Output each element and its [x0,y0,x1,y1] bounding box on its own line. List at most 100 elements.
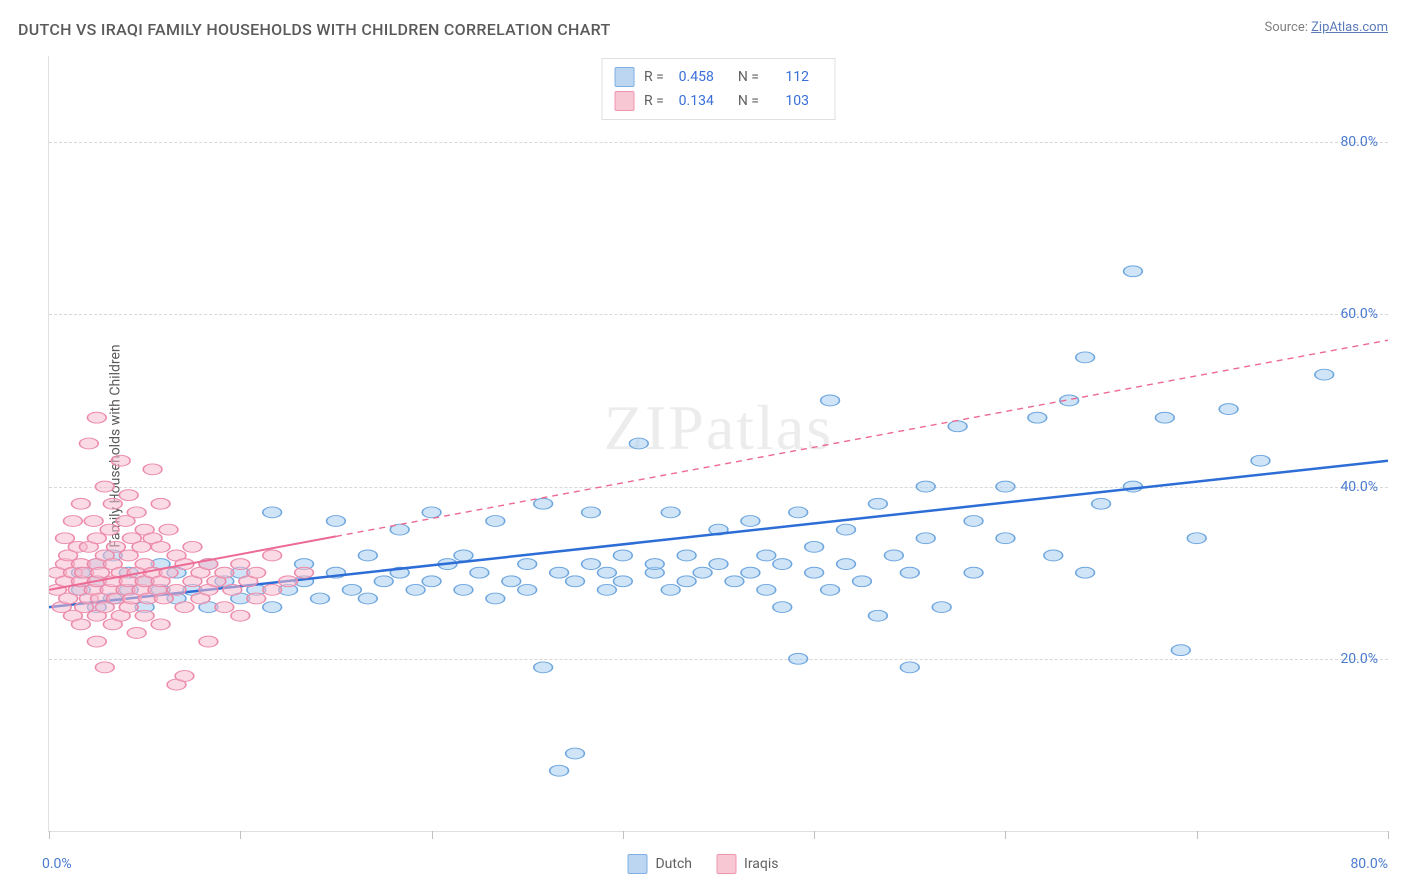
data-point [773,602,792,613]
data-point [916,533,935,544]
x-axis-max-label: 80.0% [1350,856,1388,872]
legend-r: R =0.134 [644,93,728,109]
data-point [773,559,792,570]
x-tick [1388,831,1389,839]
y-tick-label: 80.0% [1340,134,1378,150]
data-point [1187,533,1206,544]
data-point [534,498,553,509]
data-point [91,567,110,578]
data-point [1251,455,1270,466]
data-point [127,628,146,639]
data-point [422,576,441,587]
data-point [964,567,983,578]
series-legend: Dutch Iraqis [627,854,778,874]
series-legend-label: Iraqis [744,856,778,872]
data-point [72,619,91,630]
legend-n: N =103 [738,93,823,109]
data-point [566,748,585,759]
legend-n: N =112 [738,69,823,85]
data-point [1171,645,1190,656]
data-point [135,610,154,621]
data-point [95,481,114,492]
data-point [406,584,425,595]
y-tick-label: 20.0% [1340,651,1378,667]
source-url[interactable]: ZipAtlas.com [1311,20,1388,35]
data-point [87,636,106,647]
chart-title: DUTCH VS IRAQI FAMILY HOUSEHOLDS WITH CH… [18,20,611,39]
data-point [661,507,680,518]
data-point [72,498,91,509]
data-point [151,541,170,552]
data-point [869,498,888,509]
data-point [805,541,824,552]
data-point [263,550,282,561]
data-point [821,395,840,406]
data-point [550,567,569,578]
data-point [159,524,178,535]
series-legend-item: Dutch [627,854,692,874]
x-tick [49,831,50,839]
x-tick [814,831,815,839]
x-tick [432,831,433,839]
data-point [95,662,114,673]
data-point [279,576,298,587]
data-point [613,576,632,587]
data-point [223,584,242,595]
data-point [247,593,266,604]
data-point [789,507,808,518]
data-point [996,533,1015,544]
data-point [837,559,856,570]
legend-row: R =0.458 N =112 [614,65,823,89]
data-point [741,567,760,578]
data-point [661,584,680,595]
data-point [422,507,441,518]
data-point [358,593,377,604]
data-point [502,576,521,587]
source-attribution: Source: ZipAtlas.com [1264,20,1388,35]
data-point [1124,266,1143,277]
legend-r: R =0.458 [644,69,728,85]
data-point [111,455,130,466]
series-legend-item: Iraqis [716,854,778,874]
data-point [311,593,330,604]
data-point [1219,404,1238,415]
data-point [821,584,840,595]
data-point [263,507,282,518]
data-point [837,524,856,535]
data-point [175,671,194,682]
data-point [79,438,98,449]
data-point [87,412,106,423]
data-point [1076,567,1095,578]
data-point [199,636,218,647]
data-point [119,490,138,501]
data-point [84,516,103,527]
data-point [215,567,234,578]
data-point [1044,550,1063,561]
data-point [100,524,119,535]
data-point [56,533,75,544]
legend-row: R =0.134 N =103 [614,89,823,113]
data-point [175,602,194,613]
data-point [518,584,537,595]
data-point [789,653,808,664]
data-point [358,550,377,561]
data-point [263,584,282,595]
data-point [454,550,473,561]
data-point [247,567,266,578]
data-point [231,559,250,570]
legend-swatch [716,854,736,874]
data-point [757,550,776,561]
data-point [127,507,146,518]
data-point [645,559,664,570]
data-point [151,619,170,630]
x-tick [623,831,624,839]
data-point [518,559,537,570]
data-point [964,516,983,527]
data-point [629,438,648,449]
data-point [805,567,824,578]
source-label: Source: [1264,20,1311,35]
data-point [231,610,250,621]
data-point [550,765,569,776]
data-point [183,541,202,552]
data-point [151,498,170,509]
